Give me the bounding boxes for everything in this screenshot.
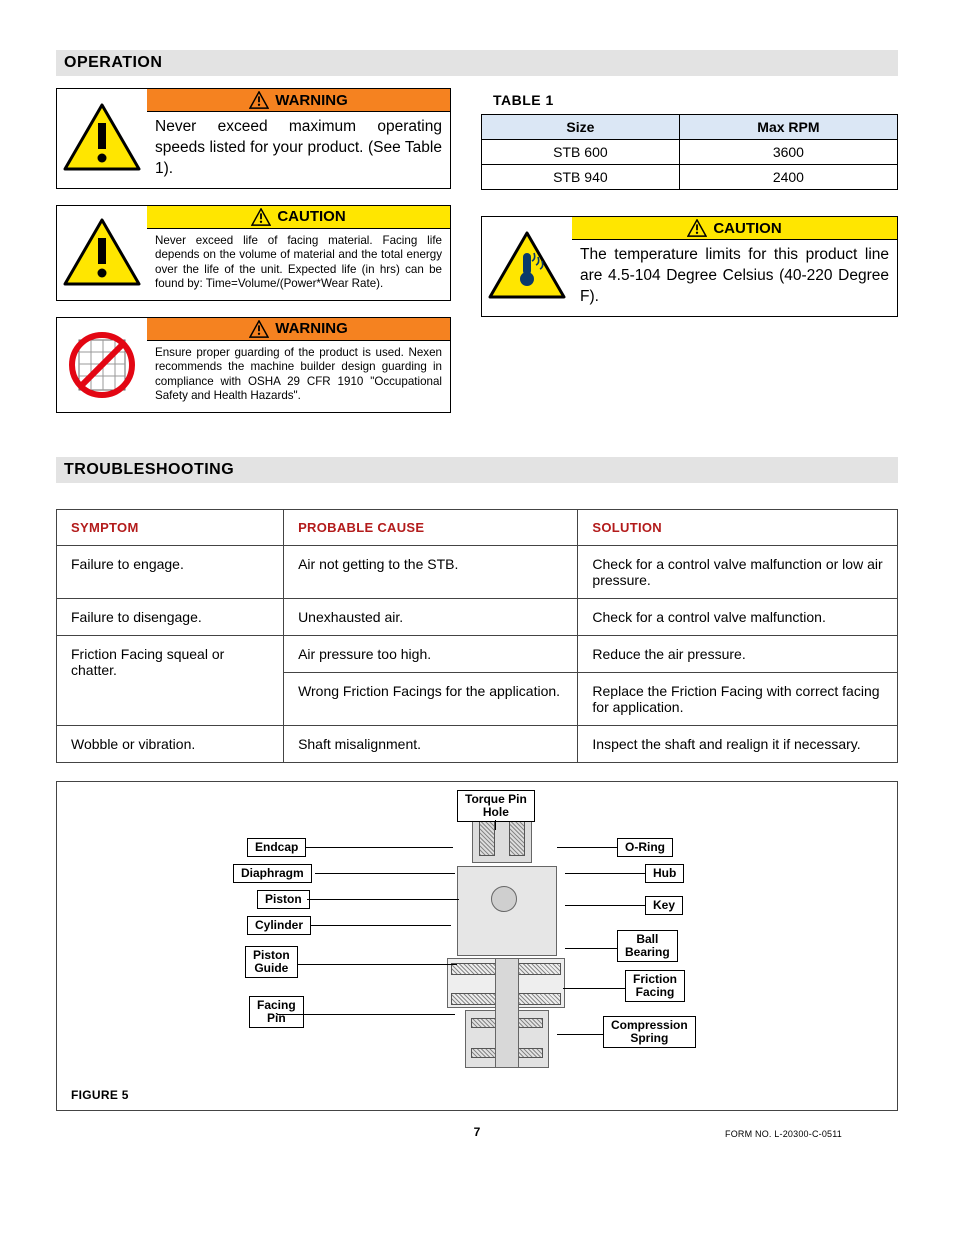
caution-text-temperature: The temperature limits for this product … <box>572 240 897 316</box>
trouble-header-solution: SOLUTION <box>578 509 898 545</box>
trouble-cell: Replace the Friction Facing with correct… <box>578 672 898 725</box>
caution-box-temperature: CAUTION The temperature limits for this … <box>481 216 898 317</box>
warning-banner: WARNING <box>147 89 450 112</box>
section-header-operation: OPERATION <box>56 50 898 76</box>
trouble-header-cause: PROBABLE CAUSE <box>284 509 578 545</box>
alert-icon <box>249 91 269 109</box>
trouble-cell: Wobble or vibration. <box>57 725 284 762</box>
figure5-frame: Torque PinHole Endcap Diaphragm Piston C… <box>56 781 898 1111</box>
table1: Size Max RPM STB 600 3600 STB 940 2400 <box>481 114 898 190</box>
caution-banner: CAUTION <box>147 206 450 229</box>
trouble-cell: Check for a control valve malfunction or… <box>578 545 898 598</box>
trouble-cell: Reduce the air pressure. <box>578 635 898 672</box>
table1-cell: 2400 <box>679 165 897 190</box>
warning-banner-text: WARNING <box>275 92 348 109</box>
trouble-cell: Unexhausted air. <box>284 598 578 635</box>
trouble-cell: Shaft misalignment. <box>284 725 578 762</box>
trouble-cell: Failure to disengage. <box>57 598 284 635</box>
label-piston-guide: PistonGuide <box>245 946 298 978</box>
label-facing-pin: FacingPin <box>249 996 304 1028</box>
guard-icon <box>57 318 147 412</box>
label-torque-pin-hole: Torque PinHole <box>457 790 535 822</box>
trouble-cell: Air pressure too high. <box>284 635 578 672</box>
warning-box-guarding: WARNING Ensure proper guarding of the pr… <box>56 317 451 413</box>
trouble-cell: Failure to engage. <box>57 545 284 598</box>
label-cylinder: Cylinder <box>247 916 311 935</box>
warning-banner-text: WARNING <box>275 320 348 337</box>
table1-caption: TABLE 1 <box>493 92 898 108</box>
label-friction-facing: FrictionFacing <box>625 970 685 1002</box>
trouble-cell: Inspect the shaft and realign it if nece… <box>578 725 898 762</box>
label-key: Key <box>645 896 683 915</box>
label-piston: Piston <box>257 890 310 909</box>
caution-icon-triangle <box>57 206 147 300</box>
caution-banner-text: CAUTION <box>713 220 781 237</box>
table1-header-rpm: Max RPM <box>679 115 897 140</box>
table1-cell: STB 600 <box>482 140 680 165</box>
figure5-caption: FIGURE 5 <box>71 1088 129 1102</box>
form-number: FORM NO. L-20300-C-0511 <box>725 1129 842 1139</box>
caution-banner: CAUTION <box>572 217 897 240</box>
troubleshooting-table: SYMPTOM PROBABLE CAUSE SOLUTION Failure … <box>56 509 898 763</box>
trouble-cell: Wrong Friction Facings for the applicati… <box>284 672 578 725</box>
warning-icon-triangle <box>57 89 147 188</box>
table1-cell: 3600 <box>679 140 897 165</box>
label-compression-spring: CompressionSpring <box>603 1016 696 1048</box>
table1-header-size: Size <box>482 115 680 140</box>
table1-cell: STB 940 <box>482 165 680 190</box>
warning-banner: WARNING <box>147 318 450 341</box>
trouble-cell: Check for a control valve malfunction. <box>578 598 898 635</box>
label-endcap: Endcap <box>247 838 306 857</box>
trouble-cell: Friction Facing squeal or chatter. <box>57 635 284 725</box>
warning-box-speed: WARNING Never exceed maximum operating s… <box>56 88 451 189</box>
alert-icon <box>249 320 269 338</box>
operation-left-column: WARNING Never exceed maximum operating s… <box>56 88 451 429</box>
warning-text-speed: Never exceed maximum operating speeds li… <box>147 112 450 188</box>
trouble-cell: Air not getting to the STB. <box>284 545 578 598</box>
section-header-troubleshooting: TROUBLESHOOTING <box>56 457 898 483</box>
caution-box-facing: CAUTION Never exceed life of facing mate… <box>56 205 451 301</box>
trouble-header-symptom: SYMPTOM <box>57 509 284 545</box>
cross-section-drawing <box>447 808 567 1068</box>
warning-text-guarding: Ensure proper guarding of the product is… <box>147 341 450 412</box>
label-diaphragm: Diaphragm <box>233 864 312 883</box>
temperature-icon <box>482 217 572 316</box>
label-o-ring: O-Ring <box>617 838 673 857</box>
operation-right-column: TABLE 1 Size Max RPM STB 600 3600 STB 94… <box>481 88 898 429</box>
caution-text-facing: Never exceed life of facing material. Fa… <box>147 229 450 300</box>
alert-icon <box>687 219 707 237</box>
operation-columns: WARNING Never exceed maximum operating s… <box>56 88 898 429</box>
alert-icon <box>251 208 271 226</box>
page-footer: 7 FORM NO. L-20300-C-0511 <box>56 1125 898 1139</box>
label-ball-bearing: BallBearing <box>617 930 678 962</box>
label-hub: Hub <box>645 864 684 883</box>
caution-banner-text: CAUTION <box>277 208 345 225</box>
figure5-diagram: Torque PinHole Endcap Diaphragm Piston C… <box>77 798 877 1078</box>
